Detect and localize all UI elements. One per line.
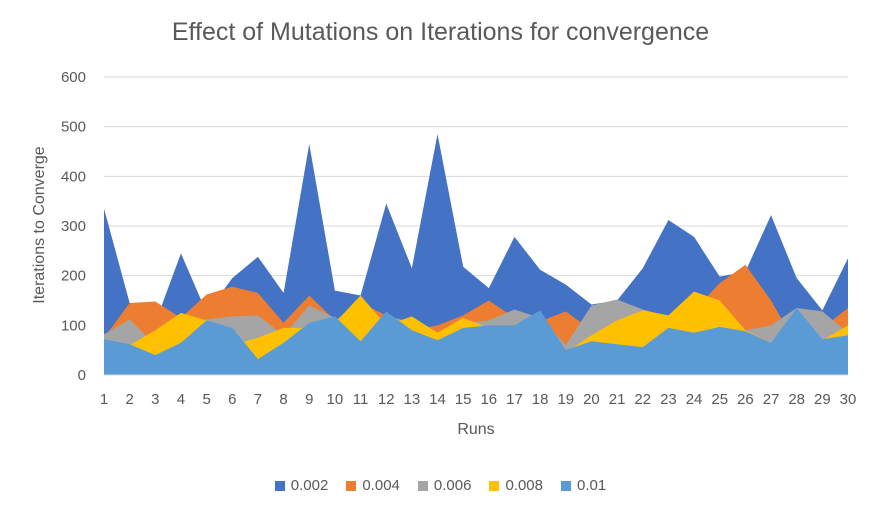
- legend-swatch: [274, 480, 285, 491]
- x-tick-label: 8: [279, 391, 287, 408]
- y-tick-label: 600: [61, 69, 86, 86]
- x-tick-label: 18: [532, 391, 549, 408]
- y-tick-label: 300: [61, 218, 86, 235]
- x-tick-label: 19: [557, 391, 574, 408]
- x-tick-label: 1: [100, 391, 108, 408]
- x-tick-label: 6: [228, 391, 236, 408]
- series-area-0.01: [104, 307, 848, 375]
- x-tick-label: 25: [711, 391, 728, 408]
- x-tick-label: 17: [506, 391, 523, 408]
- legend-label: 0.006: [433, 477, 472, 494]
- x-tick-label: 5: [202, 391, 210, 408]
- y-tick-label: 0: [78, 367, 86, 384]
- y-tick-label: 100: [61, 317, 86, 334]
- y-tick-label: 200: [61, 268, 86, 285]
- legend-swatch: [489, 480, 500, 491]
- x-tick-label: 16: [480, 391, 497, 408]
- legend-swatch: [417, 480, 428, 491]
- x-tick-label: 12: [378, 391, 395, 408]
- x-tick-label: 15: [455, 391, 472, 408]
- chart-title: Effect of Mutations on Iterations for co…: [171, 18, 710, 46]
- x-tick-label: 9: [305, 391, 313, 408]
- x-tick-label: 2: [125, 391, 133, 408]
- y-tick-label: 500: [61, 119, 86, 136]
- legend-item: 0.006: [417, 477, 472, 494]
- x-tick-label: 24: [686, 391, 703, 408]
- legend-label: 0.01: [576, 477, 607, 494]
- x-tick-label: 21: [609, 391, 626, 408]
- x-tick-label: 30: [840, 391, 857, 408]
- x-axis-label: Runs: [457, 421, 495, 438]
- x-tick-label: 26: [737, 391, 754, 408]
- x-tick-label: 7: [254, 391, 262, 408]
- x-tick-label: 11: [353, 391, 369, 408]
- x-tick-label: 4: [177, 391, 185, 408]
- legend-item: 0.002: [274, 477, 329, 494]
- y-tick-label: 400: [61, 168, 86, 185]
- x-tick-label: 27: [763, 391, 780, 408]
- x-tick-label: 23: [660, 391, 677, 408]
- x-tick-label: 14: [429, 391, 446, 408]
- legend: 0.002 0.004 0.006 0.008 0.01: [0, 477, 881, 494]
- legend-swatch: [560, 480, 571, 491]
- x-tick-label: 29: [814, 391, 831, 408]
- legend-label: 0.004: [362, 477, 400, 494]
- legend-label: 0.002: [290, 477, 329, 494]
- legend-item: 0.01: [560, 477, 607, 494]
- x-tick-label: 28: [788, 391, 805, 408]
- x-tick-label: 22: [634, 391, 651, 408]
- x-tick-label: 20: [583, 391, 600, 408]
- legend-item: 0.004: [346, 477, 400, 494]
- x-tick-label: 13: [404, 391, 421, 408]
- legend-swatch: [346, 480, 357, 491]
- x-tick-label: 10: [327, 391, 344, 408]
- legend-item: 0.008: [489, 477, 543, 494]
- legend-label: 0.008: [505, 477, 543, 494]
- x-tick-label: 3: [151, 391, 159, 408]
